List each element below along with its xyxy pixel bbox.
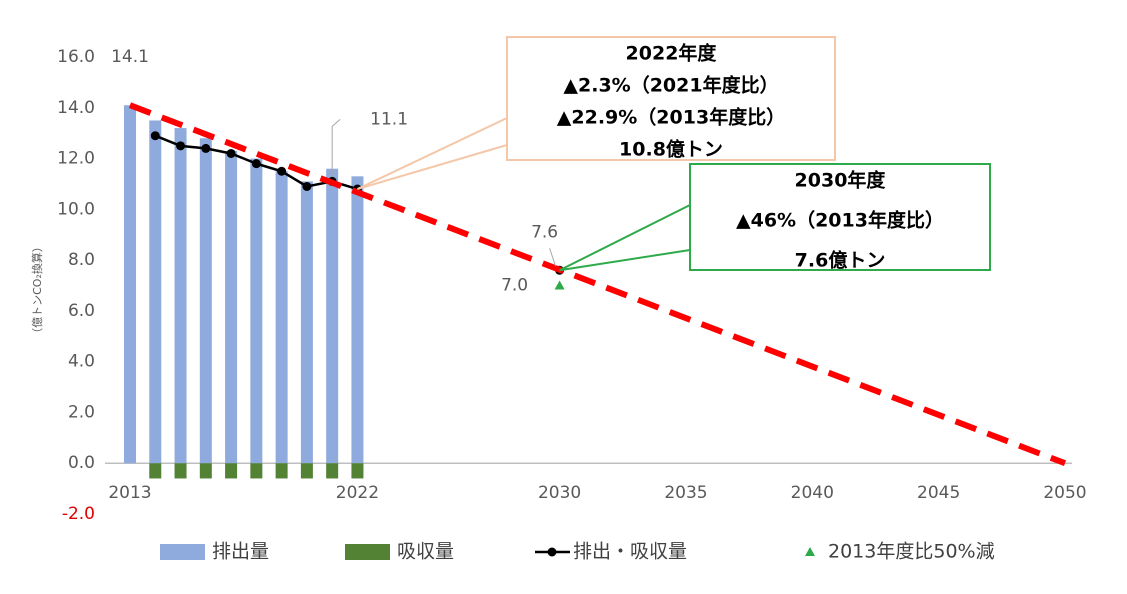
line-point (176, 141, 186, 151)
callout-box (689, 163, 991, 271)
x-tick-label: 2045 (917, 483, 960, 503)
y-tick-label: 4.0 (68, 352, 95, 372)
legend-swatch (547, 547, 557, 557)
x-tick-label: 2013 (108, 483, 151, 503)
callout-box (506, 36, 836, 161)
bar (351, 463, 364, 479)
y-tick-label: 14.0 (57, 98, 95, 118)
x-tick-label: 2050 (1043, 483, 1086, 503)
x-tick-label: 2035 (664, 483, 707, 503)
line-point (226, 148, 236, 158)
bar (225, 150, 238, 464)
line-point (201, 143, 211, 153)
callout-pointer (357, 117, 508, 190)
triangle-marker (554, 280, 565, 290)
bar (124, 105, 136, 464)
callout-text: 2030年度 (795, 169, 887, 192)
line-point (251, 159, 261, 169)
y-tick-label: 0.0 (68, 453, 95, 473)
line-point (150, 131, 160, 141)
data-label: 7.6 (531, 222, 558, 242)
data-label: 7.0 (501, 276, 528, 296)
bar (326, 463, 339, 479)
bar (250, 463, 263, 479)
bar (351, 176, 364, 464)
target-line (128, 102, 1067, 467)
callout-text: ▲2.3%（2021年度比） (563, 73, 778, 96)
x-tick-label: 2030 (538, 483, 581, 503)
data-label: 11.1 (370, 109, 408, 129)
y-tick-label: 6.0 (68, 301, 95, 321)
bar (199, 138, 212, 464)
line-point (302, 181, 312, 191)
bar (275, 171, 288, 464)
bar (326, 168, 339, 464)
bar (250, 158, 263, 464)
legend-label: 2013年度比50%減 (828, 541, 995, 563)
y-tick-label: 10.0 (57, 199, 95, 219)
legend-label: 吸収量 (397, 541, 454, 563)
bar (149, 463, 162, 479)
legend-swatch (805, 547, 815, 556)
y-axis-label: （億トンCO₂換算） (30, 241, 44, 339)
callout-text: ▲22.9%（2013年度比） (557, 105, 785, 128)
bar (149, 120, 162, 464)
callout-text: 2022年度 (626, 42, 718, 65)
callout-text: ▲46%（2013年度比） (736, 208, 944, 231)
bar (174, 463, 187, 479)
callout-text: 7.6億トン (795, 248, 886, 271)
legend-label: 排出量 (212, 541, 269, 563)
data-label: 14.1 (111, 47, 149, 67)
y-tick-label: 2.0 (68, 402, 95, 422)
bar (174, 128, 187, 464)
legend-swatch (160, 544, 205, 560)
y-tick-label: 8.0 (68, 250, 95, 270)
callout-pointer (559, 204, 691, 272)
x-tick-label: 2040 (791, 483, 834, 503)
bar (300, 181, 313, 464)
bar (300, 463, 313, 479)
y-tick-label: 12.0 (57, 149, 95, 169)
y-tick-label: -2.0 (62, 504, 95, 524)
line-point (277, 166, 287, 176)
leader-line (331, 119, 341, 176)
bar (275, 463, 288, 479)
bar (199, 463, 212, 479)
y-tick-label: 16.0 (57, 47, 95, 67)
legend-swatch (345, 544, 390, 560)
callout-text: 10.8億トン (619, 137, 723, 160)
bar (225, 463, 238, 479)
x-tick-label: 2022 (336, 483, 379, 503)
leader-line (549, 248, 557, 267)
legend-label: 排出・吸収量 (573, 541, 687, 563)
